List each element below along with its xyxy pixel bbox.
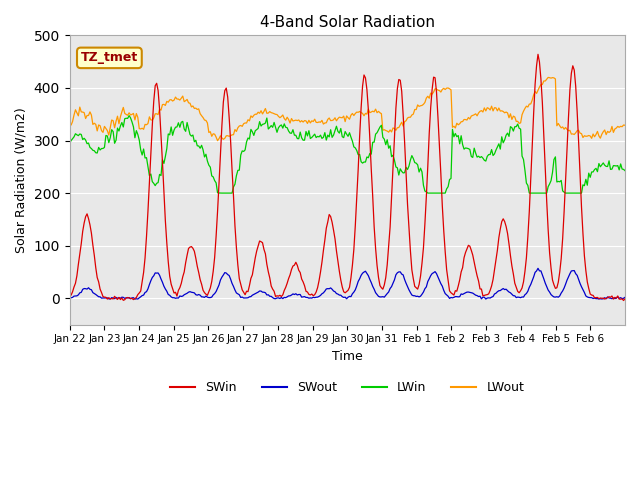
Y-axis label: Solar Radiation (W/m2): Solar Radiation (W/m2) [15, 107, 28, 253]
Legend: SWin, SWout, LWin, LWout: SWin, SWout, LWin, LWout [166, 376, 529, 399]
Text: TZ_tmet: TZ_tmet [81, 51, 138, 64]
X-axis label: Time: Time [332, 350, 363, 363]
Title: 4-Band Solar Radiation: 4-Band Solar Radiation [260, 15, 435, 30]
